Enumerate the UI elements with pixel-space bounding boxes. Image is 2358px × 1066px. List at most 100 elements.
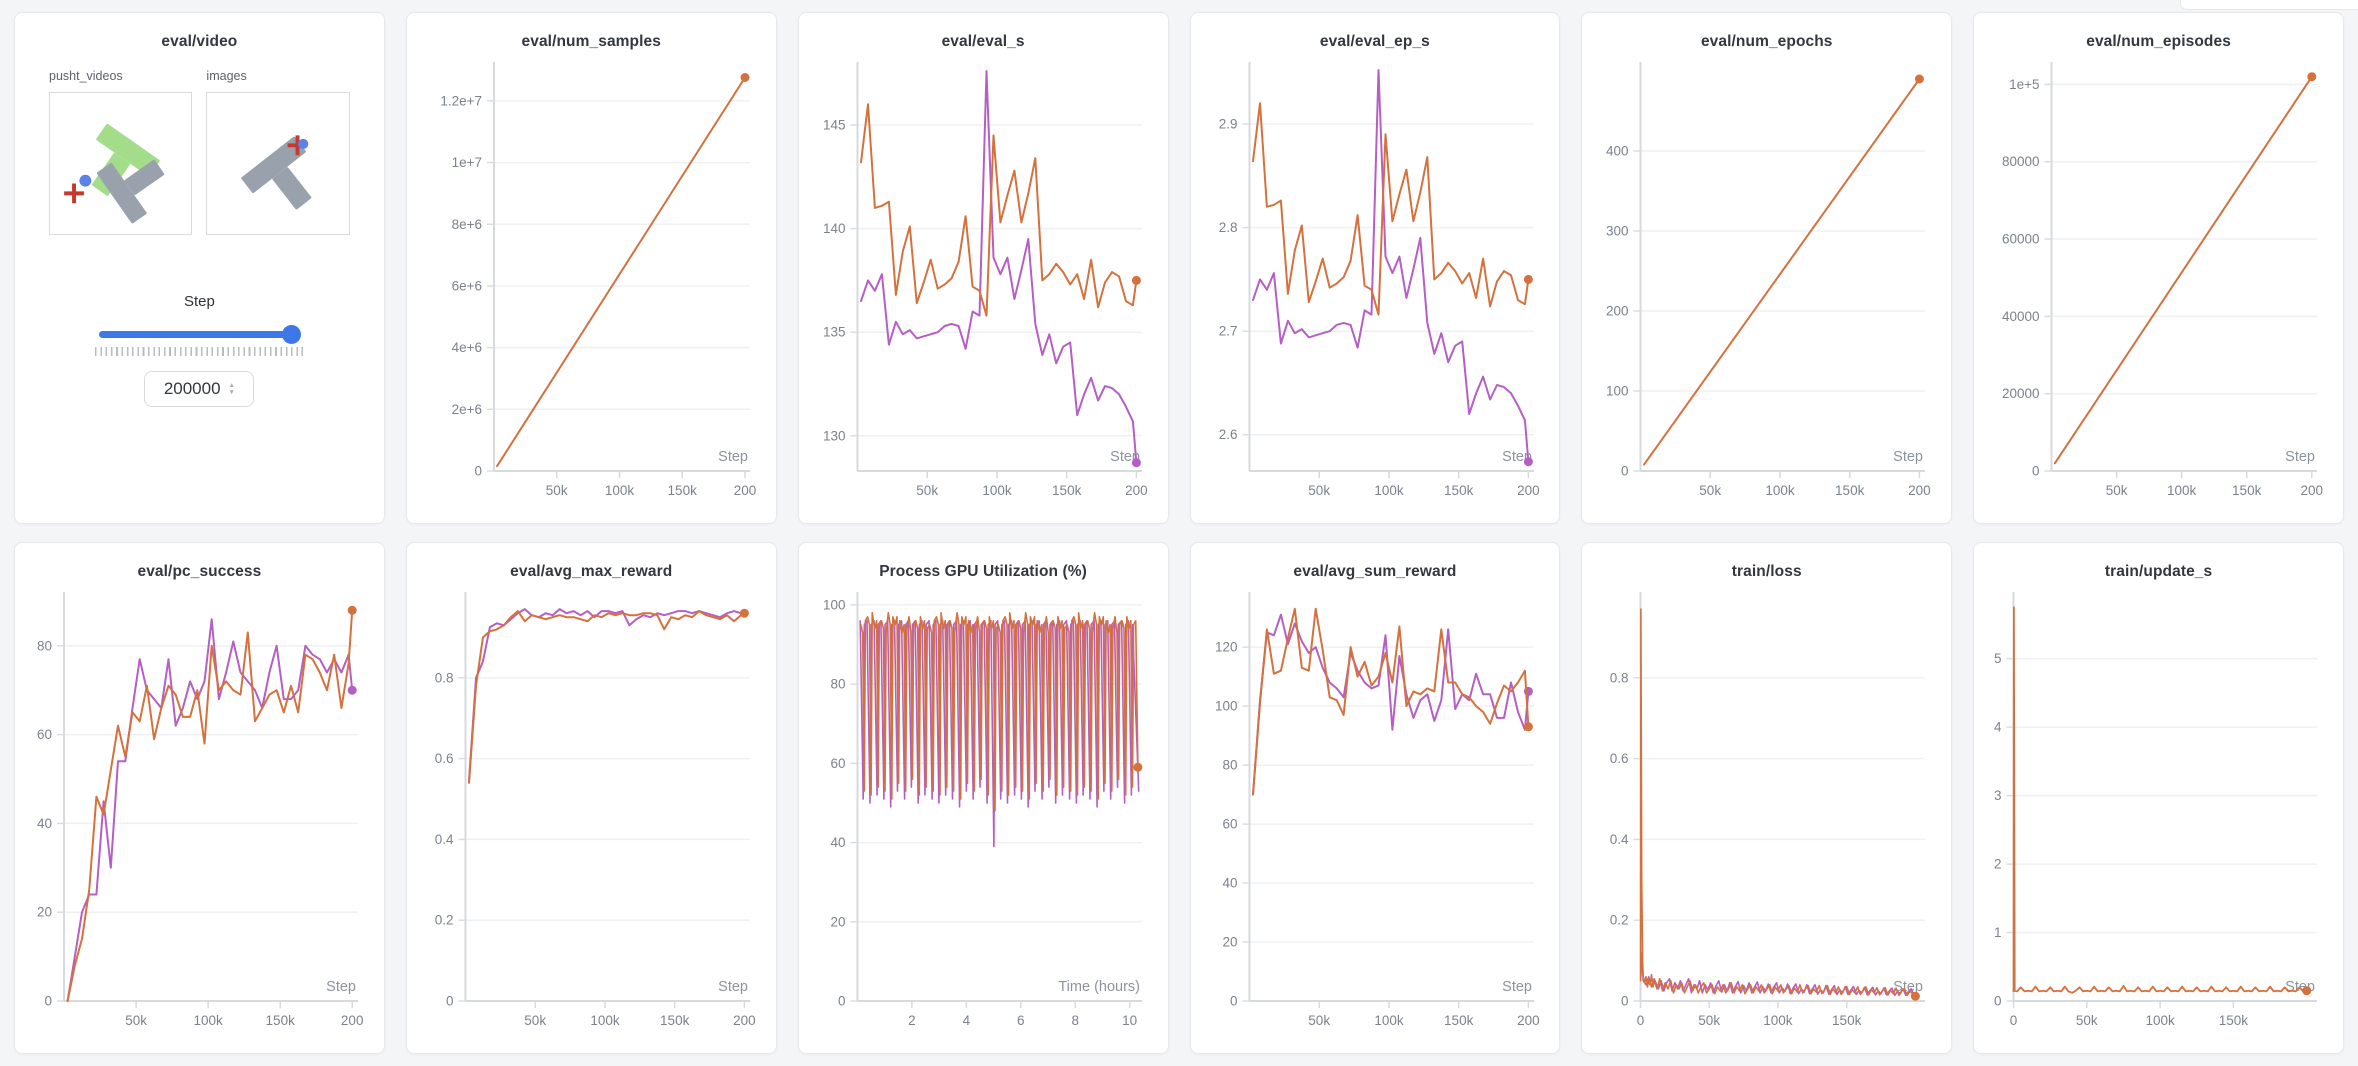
chart-canvas-train-loss[interactable]: 0 0.2 0.4 0.6 0.8 0 50k 100k 150k Step bbox=[1588, 587, 1941, 1037]
svg-text:150k: 150k bbox=[1444, 1013, 1474, 1028]
svg-text:50k: 50k bbox=[524, 1013, 546, 1028]
stepper-down-icon[interactable]: ▼ bbox=[228, 388, 235, 396]
svg-text:0.8: 0.8 bbox=[435, 670, 454, 685]
chart-canvas-gpu-utilization[interactable]: 0 20 40 60 80 100 2 4 6 8 10 Time (hours) bbox=[805, 587, 1158, 1037]
chart-canvas-train-update-s[interactable]: 0 1 2 3 4 5 0 50k 100k 150k Step bbox=[1980, 587, 2333, 1037]
chart-canvas-eval-avg-max-reward[interactable]: 0 0.2 0.4 0.6 0.8 50k 100k 150k 200 Step bbox=[413, 587, 766, 1037]
svg-text:0: 0 bbox=[44, 994, 52, 1009]
stepper-up-icon[interactable]: ▲ bbox=[228, 381, 235, 389]
panel-eval-eval-ep-s: eval/eval_ep_s 2.6 2.7 2.8 2.9 50k 100k 150k 20… bbox=[1189, 12, 1561, 524]
svg-text:100k: 100k bbox=[1766, 483, 1796, 498]
video-thumbnail-images[interactable] bbox=[206, 92, 350, 236]
svg-text:40000: 40000 bbox=[2002, 309, 2040, 324]
svg-text:200: 200 bbox=[1517, 483, 1540, 498]
slider-thumb[interactable] bbox=[282, 325, 302, 345]
chart-title: eval/num_samples bbox=[521, 33, 661, 50]
svg-text:Step: Step bbox=[326, 979, 356, 995]
step-value[interactable]: 200000 bbox=[163, 379, 221, 399]
svg-text:2: 2 bbox=[1994, 857, 2002, 872]
svg-text:Step: Step bbox=[718, 449, 748, 465]
svg-text:1e+5: 1e+5 bbox=[2009, 77, 2039, 92]
svg-text:Step: Step bbox=[2285, 449, 2315, 465]
svg-text:40: 40 bbox=[1222, 876, 1237, 891]
stepper: ▲ ▼ bbox=[228, 381, 235, 396]
chart-canvas-eval-num-samples[interactable]: 0 2e+6 4e+6 6e+6 8e+6 1e+7 1.2e+7 50k 100k 150k 20… bbox=[413, 57, 766, 507]
svg-text:5: 5 bbox=[1994, 651, 2002, 666]
svg-text:50k: 50k bbox=[1308, 1013, 1330, 1028]
chart-canvas-eval-avg-sum-reward[interactable]: 0 20 40 60 80 100 120 50k 100k 150k 200 Step bbox=[1197, 587, 1550, 1037]
svg-text:100: 100 bbox=[823, 597, 846, 612]
svg-text:40: 40 bbox=[830, 835, 845, 850]
svg-text:0: 0 bbox=[1637, 1013, 1645, 1028]
chart-title: eval/num_episodes bbox=[2086, 33, 2231, 50]
svg-text:50k: 50k bbox=[1700, 483, 1722, 498]
svg-text:150k: 150k bbox=[1832, 1013, 1862, 1028]
svg-text:300: 300 bbox=[1606, 224, 1629, 239]
svg-text:0.6: 0.6 bbox=[435, 751, 454, 766]
svg-text:3: 3 bbox=[1994, 788, 2002, 803]
svg-text:50k: 50k bbox=[916, 483, 938, 498]
chart-canvas-eval-eval-s[interactable]: 130 135 140 145 50k 100k 150k 200 Step bbox=[805, 57, 1158, 507]
chart-title: train/update_s bbox=[2104, 563, 2213, 580]
video-thumbnail-pusht[interactable] bbox=[49, 92, 193, 236]
svg-text:150k: 150k bbox=[2232, 483, 2262, 498]
chart-canvas-eval-eval-ep-s[interactable]: 2.6 2.7 2.8 2.9 50k 100k 150k 200 Step bbox=[1197, 57, 1550, 507]
svg-text:100k: 100k bbox=[2167, 483, 2197, 498]
svg-text:100: 100 bbox=[1606, 384, 1629, 399]
svg-text:0: 0 bbox=[1994, 994, 2002, 1009]
svg-text:60: 60 bbox=[830, 756, 845, 771]
agent-dot-icon bbox=[79, 174, 92, 187]
svg-text:Step: Step bbox=[1893, 449, 1923, 465]
svg-text:0: 0 bbox=[2010, 1013, 2018, 1028]
panel-eval-avg-max-reward: eval/avg_max_reward 0 0.2 0.4 0.6 0.8 50k 100k… bbox=[405, 542, 777, 1054]
svg-text:50k: 50k bbox=[125, 1013, 147, 1028]
svg-text:60: 60 bbox=[37, 727, 52, 742]
chart-title: train/loss bbox=[1731, 563, 1802, 580]
panel-eval-pc-success: eval/pc_success 0 20 40 60 80 50k 100k 150k 200 S… bbox=[14, 542, 385, 1054]
svg-text:40: 40 bbox=[37, 816, 52, 831]
svg-text:Time (hours): Time (hours) bbox=[1058, 979, 1140, 995]
target-cross-icon bbox=[64, 183, 84, 204]
svg-text:20: 20 bbox=[830, 914, 845, 929]
svg-text:140: 140 bbox=[823, 221, 846, 236]
step-input[interactable]: 200000 ▲ ▼ bbox=[144, 371, 255, 408]
media-pusht-videos: pusht_videos bbox=[49, 69, 193, 236]
svg-text:100k: 100k bbox=[605, 483, 635, 498]
svg-text:0: 0 bbox=[838, 994, 846, 1009]
panel-train-loss: train/loss 0 0.2 0.4 0.6 0.8 0 50k 100k 150k Step bbox=[1581, 542, 1953, 1054]
svg-text:150k: 150k bbox=[266, 1013, 296, 1028]
svg-text:0: 0 bbox=[1229, 994, 1237, 1009]
slider-track[interactable] bbox=[99, 331, 296, 339]
chart-canvas-eval-num-episodes[interactable]: 0 20000 40000 60000 80000 1e+5 50k 100k 150k 200 S… bbox=[1980, 57, 2333, 507]
chart-canvas-eval-num-epochs[interactable]: 0 100 200 300 400 50k 100k 150k 200 Step bbox=[1588, 57, 1941, 507]
svg-text:150k: 150k bbox=[1835, 483, 1865, 498]
pusht-scene-icon bbox=[64, 123, 165, 224]
chart-title: eval/avg_max_reward bbox=[510, 563, 673, 580]
svg-text:150k: 150k bbox=[1052, 483, 1082, 498]
svg-text:100k: 100k bbox=[2146, 1013, 2176, 1028]
chart-canvas-eval-pc-success[interactable]: 0 20 40 60 80 50k 100k 150k 200 Step bbox=[21, 587, 374, 1037]
svg-text:100k: 100k bbox=[1764, 1013, 1794, 1028]
svg-text:50k: 50k bbox=[546, 483, 568, 498]
svg-text:Step: Step bbox=[1502, 979, 1532, 995]
svg-text:0: 0 bbox=[1621, 464, 1629, 479]
svg-text:80000: 80000 bbox=[2002, 154, 2040, 169]
svg-text:60000: 60000 bbox=[2002, 232, 2040, 247]
svg-text:200: 200 bbox=[1606, 304, 1629, 319]
slider-tick-ruler bbox=[95, 347, 304, 357]
chart-title: eval/avg_sum_reward bbox=[1293, 563, 1457, 580]
chart-title: eval/eval_ep_s bbox=[1319, 33, 1430, 50]
svg-text:0.8: 0.8 bbox=[1610, 670, 1629, 685]
panel-eval-eval-s: eval/eval_s 130 135 140 145 50k 100k 150k 200 St… bbox=[797, 12, 1169, 524]
svg-text:0: 0 bbox=[1621, 994, 1629, 1009]
svg-text:200: 200 bbox=[733, 1013, 756, 1028]
svg-text:100k: 100k bbox=[1374, 483, 1404, 498]
svg-text:4: 4 bbox=[962, 1013, 970, 1028]
media-row: pusht_videos bbox=[15, 69, 384, 236]
step-slider[interactable] bbox=[99, 325, 302, 345]
svg-text:0: 0 bbox=[446, 994, 454, 1009]
svg-text:20: 20 bbox=[37, 905, 52, 920]
chart-title: eval/pc_success bbox=[137, 563, 262, 580]
svg-text:1.2e+7: 1.2e+7 bbox=[440, 93, 482, 108]
